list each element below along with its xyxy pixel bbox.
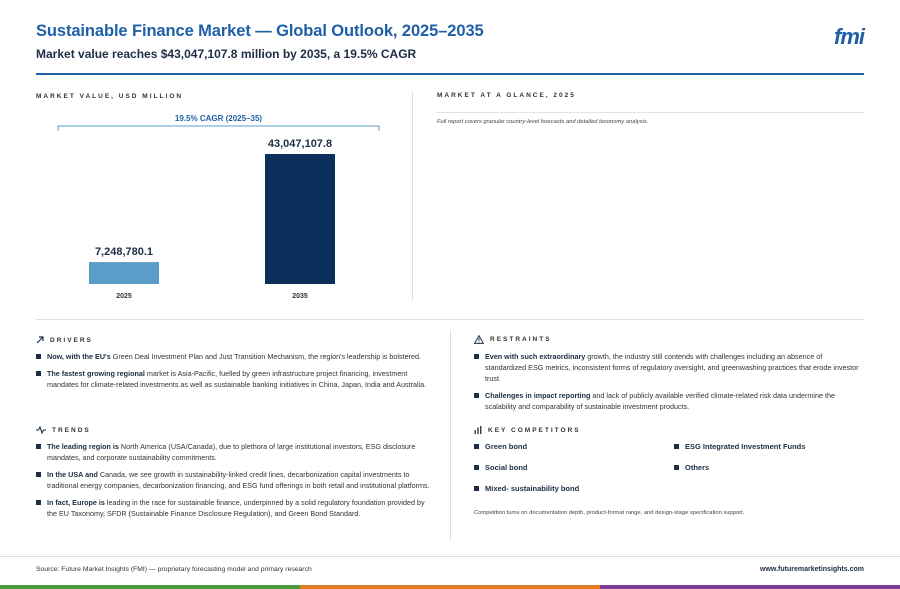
competitor-item: Mixed- sustainability bond	[474, 484, 579, 493]
competitors-note: Competition turns on documentation depth…	[474, 510, 745, 516]
trends-label: TRENDS	[52, 426, 91, 434]
drivers-item-lead: The fastest growing regional	[47, 369, 145, 378]
trend-up-arrow-icon	[36, 336, 44, 344]
restraints-item-text: growth, the industry still contends with…	[485, 352, 859, 383]
cagr-bracket-line	[57, 125, 380, 131]
market-value-chart-panel: MARKET VALUE, USD MILLION 19.5% CAGR (20…	[36, 92, 412, 302]
footer-bar-segment	[0, 585, 300, 589]
glance-note: Full report covers granular country-leve…	[437, 119, 649, 125]
drivers-item: Now, with the EU's Green Deal Investment…	[36, 351, 430, 362]
competitor-item: Social bond	[474, 463, 528, 472]
website-link[interactable]: www.futuremarketinsights.com	[760, 566, 864, 573]
drivers-heading: DRIVERS	[36, 336, 93, 344]
drivers-label: DRIVERS	[50, 336, 93, 344]
warning-icon	[474, 335, 484, 344]
trends-item: In fact, Europe is leading in the race f…	[36, 497, 430, 519]
market-value-chart: MARKET VALUE, USD MILLION 19.5% CAGR (20…	[36, 93, 380, 300]
header-divider	[36, 73, 864, 75]
drivers-item-lead: Now, with the EU's	[47, 352, 111, 361]
bar-value-label: 7,248,780.1	[95, 246, 153, 258]
cagr-bracket: 19.5% CAGR (2025–35)	[57, 114, 380, 131]
drivers-item-text: market is Asia-Pacific, fuelled by green…	[47, 369, 427, 389]
drivers-list: Now, with the EU's Green Deal Investment…	[36, 351, 430, 396]
competitor-item: ESG Integrated Investment Funds	[674, 442, 805, 451]
footer-color-bar	[0, 585, 900, 589]
footer-bar-segment	[600, 585, 900, 589]
cagr-label: 19.5% CAGR (2025–35)	[175, 114, 262, 123]
page-title: Sustainable Finance Market — Global Outl…	[36, 22, 484, 40]
report-header: Sustainable Finance Market — Global Outl…	[36, 22, 865, 61]
drivers-item-text: Green Deal Investment Plan and Just Tran…	[110, 352, 421, 361]
competitor-item: Green bond	[474, 442, 527, 451]
footer-divider	[0, 556, 900, 557]
restraints-item-lead: Challenges in impact reporting	[485, 391, 591, 400]
bar-2035	[265, 154, 335, 284]
pulse-icon	[36, 426, 46, 434]
trends-heading: TRENDS	[36, 426, 91, 434]
restraints-item: Challenges in impact reporting and lack …	[474, 390, 864, 412]
chart-title: MARKET VALUE, USD MILLION	[36, 93, 183, 100]
column-divider	[450, 330, 451, 540]
competitors-heading: KEY COMPETITORS	[474, 426, 581, 434]
restraints-list: Even with such extraordinary growth, the…	[474, 351, 864, 418]
bar-value-label: 43,047,107.8	[268, 138, 332, 150]
bars: 7,248,780.1 2025 43,047,107.8 2035	[89, 138, 335, 300]
trends-item-lead: In the USA and	[47, 470, 98, 479]
restraints-item: Even with such extraordinary growth, the…	[474, 351, 864, 384]
trends-item-lead: In fact, Europe is	[47, 498, 105, 507]
competitor-item: Others	[674, 463, 709, 472]
restraints-item-lead: Even with such extraordinary	[485, 352, 586, 361]
restraints-label: RESTRAINTS	[490, 336, 552, 343]
glance-label: MARKET AT A GLANCE, 2025	[437, 92, 576, 99]
bar-2025	[89, 262, 159, 284]
glance-divider	[437, 112, 864, 113]
bar-chart-icon	[474, 426, 482, 434]
fmi-logo[interactable]: fmi	[834, 24, 865, 49]
trends-list: The leading region is North America (USA…	[36, 441, 430, 525]
x-tick-label: 2025	[116, 293, 132, 300]
restraints-heading: RESTRAINTS	[474, 335, 552, 344]
drivers-item: The fastest growing regional market is A…	[36, 368, 430, 390]
footer-bar-segment	[300, 585, 600, 589]
competitors-label: KEY COMPETITORS	[488, 426, 581, 434]
trends-item: In the USA and Canada, we see growth in …	[36, 469, 430, 491]
trends-item-text: North America (USA/Canada), due to pleth…	[47, 442, 416, 462]
source-note: Source: Future Market Insights (FMI) — p…	[36, 566, 312, 573]
page-subtitle: Market value reaches $43,047,107.8 milli…	[36, 47, 417, 61]
section-divider	[36, 319, 864, 320]
trends-item-text: Canada, we see growth in sustainability-…	[47, 470, 430, 490]
panel-divider	[412, 92, 413, 300]
restraints-item-text: and lack of publicly available verified …	[485, 391, 835, 411]
trends-item-text: leading in the race for sustainable fina…	[47, 498, 425, 518]
x-tick-label: 2035	[292, 293, 308, 300]
trends-item-lead: The leading region is	[47, 442, 119, 451]
trends-item: The leading region is North America (USA…	[36, 441, 430, 463]
